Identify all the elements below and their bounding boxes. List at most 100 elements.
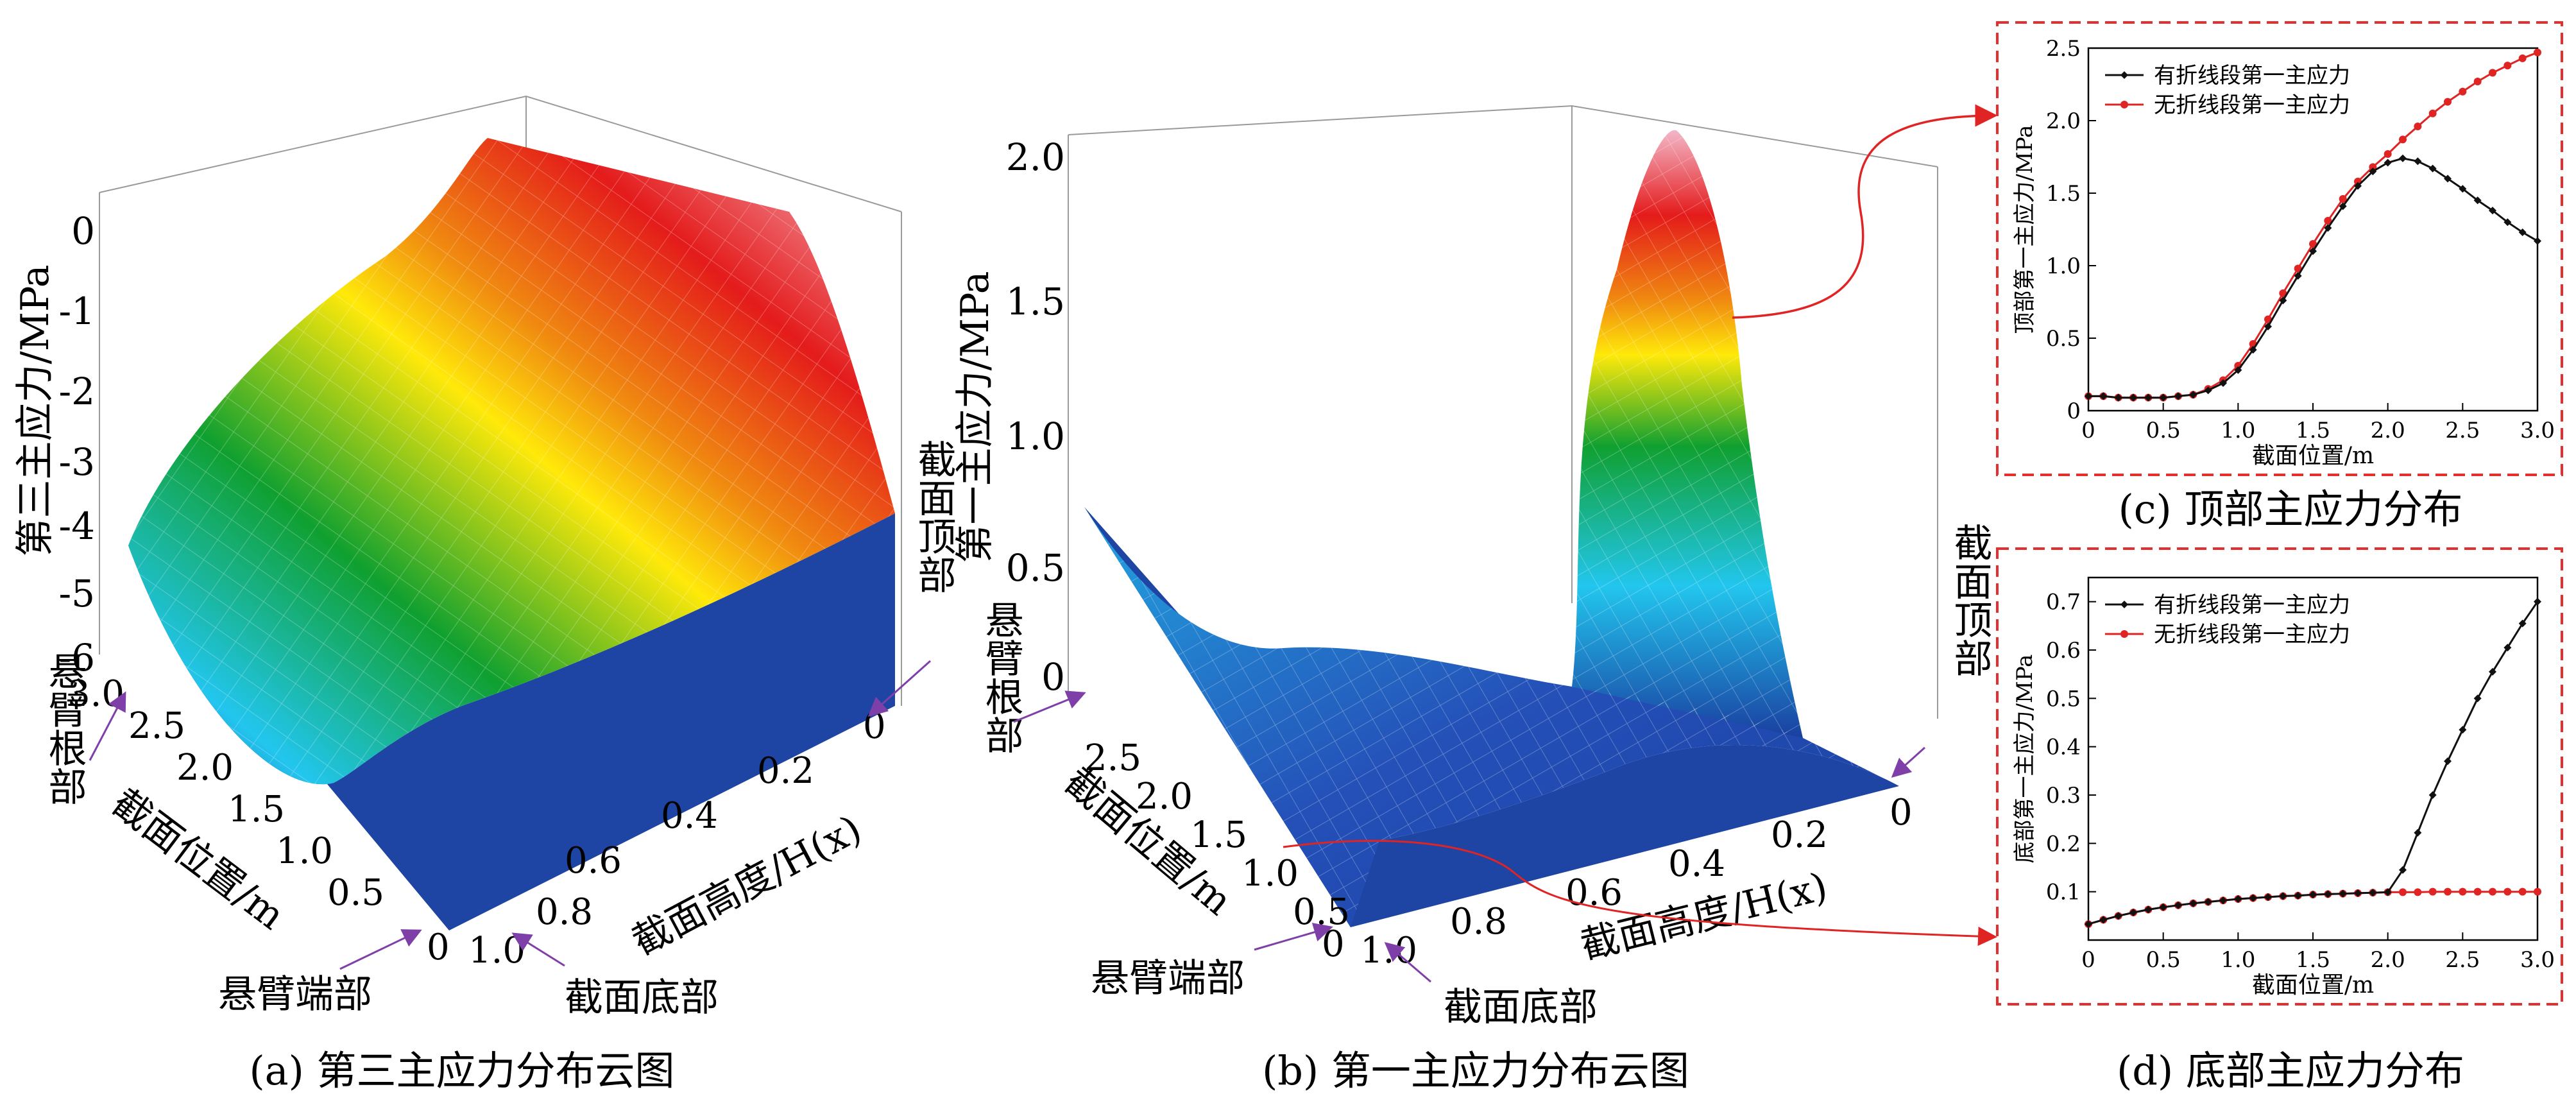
- z-tick: -4: [59, 504, 96, 548]
- z-tick: 2.0: [1006, 135, 1065, 179]
- data-point: [2384, 888, 2392, 896]
- data-point: [2473, 887, 2482, 896]
- caption-a: (a) 第三主应力分布云图: [249, 1047, 674, 1094]
- y-tick-label: 0.2: [2046, 831, 2081, 857]
- pos-tick: 1.5: [228, 789, 285, 830]
- y-tick-label: 0.5: [2046, 326, 2081, 352]
- data-point: [2219, 379, 2227, 388]
- data-point: [2518, 619, 2527, 628]
- x-axis-label: 截面位置/m: [2252, 443, 2374, 469]
- z-tick: 0.5: [1006, 546, 1065, 590]
- legend-label: 有折线段第一主应力: [2154, 63, 2350, 89]
- legend-marker: [2120, 71, 2128, 79]
- arrow: [1891, 746, 1926, 778]
- panel-a: 0 -1 -2 -3 -4 -5 -6 第三主应力/MPa 3.0 2.5 2.…: [13, 95, 956, 1094]
- data-point: [2399, 866, 2407, 874]
- annot-bottom: 截面底部: [565, 975, 719, 1020]
- z-tick: 0: [1041, 655, 1065, 699]
- annot-top: 截面顶部: [911, 440, 956, 594]
- z-tick: 1.0: [1006, 415, 1065, 458]
- data-point: [2174, 392, 2182, 400]
- height-tick: 0.4: [1668, 843, 1725, 885]
- data-point: [2534, 887, 2541, 896]
- data-point: [2234, 366, 2242, 374]
- data-point: [2414, 888, 2422, 896]
- y-tick-label: 1.5: [2046, 181, 2081, 207]
- data-point: [2459, 87, 2467, 96]
- pos-tick: 1.5: [1190, 814, 1247, 856]
- data-point: [2279, 289, 2287, 297]
- height-tick: 0.4: [661, 795, 718, 837]
- data-point: [2534, 48, 2541, 56]
- x-tick-label: 1.5: [2296, 947, 2330, 973]
- data-point: [2428, 164, 2437, 173]
- data-point: [2489, 887, 2496, 896]
- legend-marker: [2120, 101, 2128, 108]
- caption-b: (b) 第一主应力分布云图: [1262, 1047, 1689, 1094]
- data-point: [2324, 216, 2332, 225]
- x-axis-label: 截面位置/m: [2252, 972, 2374, 998]
- data-point: [2294, 891, 2302, 900]
- data-point: [2204, 386, 2212, 395]
- data-point: [2279, 892, 2287, 900]
- data-point: [2369, 163, 2377, 171]
- data-point: [2428, 791, 2437, 799]
- data-point: [2174, 901, 2182, 909]
- data-point: [2339, 889, 2347, 898]
- panel-b-z-label: 第一主应力/MPa: [953, 271, 998, 563]
- data-point: [2444, 757, 2452, 766]
- data-point: [2384, 158, 2392, 167]
- data-point: [2339, 202, 2347, 210]
- annot-tip: 悬臂端部: [1091, 956, 1245, 1001]
- data-point: [2189, 899, 2197, 907]
- height-tick: 0.2: [757, 750, 814, 792]
- annot-root: 悬臂根部: [978, 600, 1023, 754]
- y-tick-label: 0.7: [2046, 590, 2081, 615]
- data-point: [2234, 895, 2242, 903]
- data-point: [2144, 905, 2153, 914]
- data-point: [2444, 887, 2452, 896]
- pos-tick: 1.0: [1241, 853, 1299, 895]
- data-point: [2189, 391, 2197, 399]
- plot-d: 0 0.5 1.0 1.5 2.0 2.5 3.0 0.1 0.2 0.3 0.4 0.5 0.6 0.7…: [2012, 576, 2555, 998]
- height-tick: 1.0: [1360, 930, 1417, 972]
- data-point: [2428, 109, 2437, 117]
- data-point: [2534, 597, 2541, 606]
- data-point: [2444, 175, 2452, 183]
- legend-label: 无折线段第一主应力: [2154, 92, 2350, 118]
- data-point: [2159, 903, 2167, 911]
- annot-tip: 悬臂端部: [218, 972, 372, 1017]
- data-point: [2099, 392, 2108, 400]
- data-point: [2473, 77, 2482, 85]
- data-point: [2414, 157, 2422, 166]
- z-tick: -1: [59, 289, 96, 333]
- data-point: [2503, 887, 2512, 896]
- arrow: [89, 691, 126, 761]
- y-tick-label: 2.5: [2046, 36, 2081, 62]
- data-point: [2503, 218, 2512, 227]
- data-point: [2428, 887, 2437, 896]
- data-point: [2249, 346, 2257, 354]
- connector-top: [1732, 104, 1998, 319]
- y-tick-label: 0: [2067, 398, 2081, 424]
- data-point: [2534, 237, 2541, 245]
- data-point: [2354, 182, 2362, 190]
- data-point: [2294, 264, 2302, 273]
- y-tick-label: 0.5: [2046, 686, 2081, 712]
- z-tick: -6: [59, 636, 96, 680]
- height-tick: 0.8: [1450, 901, 1507, 943]
- data-point: [2144, 393, 2153, 402]
- panel-c: 0 0.5 1.0 1.5 2.0 2.5 3.0 0 0.5 1.0 1.5 2.0 2.5 截面位置/…: [1996, 21, 2563, 533]
- x-tick-label: 1.0: [2221, 418, 2255, 443]
- data-point: [2114, 393, 2122, 402]
- pos-tick: 0.5: [327, 872, 384, 914]
- x-tick-label: 0: [2081, 947, 2095, 973]
- panel-a-z-ticks: 0 -1 -2 -3 -4 -5 -6: [59, 209, 96, 680]
- x-tick-label: 0.5: [2146, 418, 2181, 443]
- data-point: [2339, 195, 2347, 203]
- height-tick: 0.2: [1771, 814, 1828, 856]
- plot-c: 0 0.5 1.0 1.5 2.0 2.5 3.0 0 0.5 1.0 1.5 2.0 2.5 截面位置/…: [2012, 36, 2555, 469]
- arrow: [339, 929, 422, 970]
- data-point: [2204, 898, 2212, 906]
